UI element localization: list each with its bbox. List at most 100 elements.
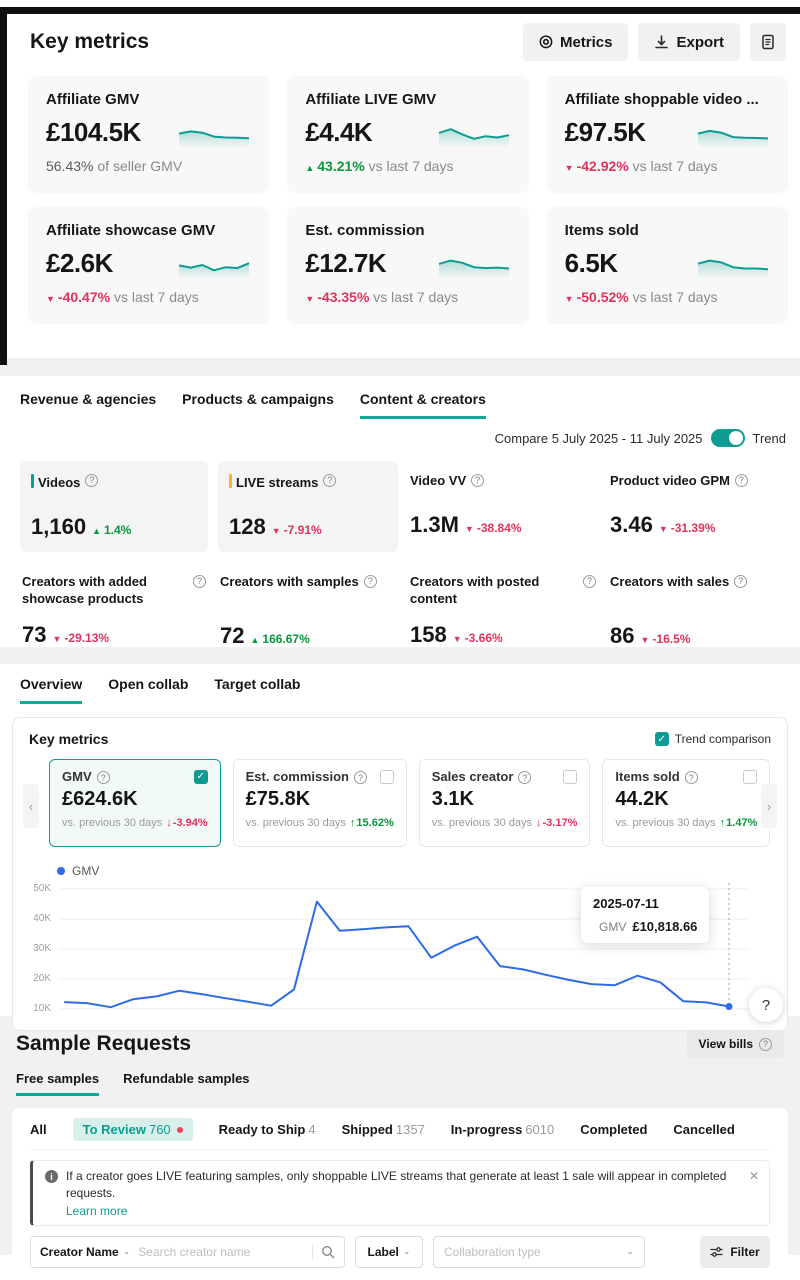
- compare-date-range: Compare 5 July 2025 - 11 July 2025: [494, 430, 703, 446]
- tab-revenue-agencies[interactable]: Revenue & agencies: [20, 391, 157, 407]
- kpi-card-est-commission[interactable]: Est. commission ? £75.8K vs. previous 30…: [232, 759, 407, 847]
- sample-requests-title: Sample Requests: [16, 1032, 192, 1055]
- sparkline-chart: [438, 259, 509, 278]
- sliders-icon: [710, 1246, 723, 1257]
- status-tab-to-review[interactable]: To Review 760: [72, 1118, 193, 1141]
- sample-requests-section: Sample Requests View bills ? Free sample…: [0, 1016, 800, 1280]
- stat-creators-with-samples[interactable]: Creators with samples ? 72 ▲ 166.67%: [218, 562, 398, 659]
- down-arrow-icon: ▼: [52, 633, 62, 644]
- stat-creators-posted-content[interactable]: Creators with posted content ? 158 ▼ -3.6…: [408, 562, 598, 659]
- creator-search-group[interactable]: Creator Name ⌄: [30, 1235, 345, 1268]
- sample-type-tabs: Free samples Refundable samples: [16, 1071, 800, 1096]
- sparkline-chart: [179, 261, 250, 278]
- kpi-checkbox[interactable]: [563, 769, 578, 784]
- down-arrow-icon: ▼: [305, 294, 315, 304]
- window-frame-top: [0, 7, 800, 14]
- report-button[interactable]: [750, 23, 786, 61]
- stat-creators-with-sales[interactable]: Creators with sales ? 86 ▼ -16.5%: [608, 562, 780, 659]
- help-icon[interactable]: ?: [583, 574, 596, 588]
- help-icon[interactable]: ?: [363, 574, 377, 588]
- panel-title: Key metrics: [29, 731, 109, 747]
- stat-creators-added-showcase[interactable]: Creators with added showcase products ? …: [20, 562, 208, 659]
- status-tab-shipped[interactable]: Shipped 1357: [341, 1122, 425, 1137]
- status-tab-ready-to-ship[interactable]: Ready to Ship 4: [218, 1122, 316, 1137]
- collaboration-type-dropdown[interactable]: Collaboration type ⌄: [433, 1235, 645, 1268]
- tab-open-collab[interactable]: Open collab: [108, 676, 189, 692]
- tab-free-samples[interactable]: Free samples: [16, 1071, 100, 1096]
- trend-comparison-label: Trend comparison: [674, 732, 771, 746]
- section-divider: [0, 647, 800, 664]
- y-axis-tick: 30K: [33, 943, 51, 954]
- help-icon[interactable]: ?: [518, 771, 532, 784]
- y-axis-tick: 20K: [33, 973, 51, 984]
- kpi-checkbox[interactable]: [743, 769, 758, 784]
- tab-overview[interactable]: Overview: [20, 676, 83, 704]
- trend-toggle[interactable]: [710, 429, 745, 447]
- kpi-card-sales-creator[interactable]: Sales creator ? 3.1K vs. previous 30 day…: [418, 759, 591, 847]
- up-arrow-icon: ▲: [92, 525, 101, 536]
- summary-section: Key metrics ◎ Metrics Export Affiliate G…: [0, 7, 800, 358]
- tab-refundable-samples[interactable]: Refundable samples: [123, 1071, 250, 1086]
- collab-tabs: Overview Open collab Target collab: [0, 676, 800, 704]
- view-bills-button[interactable]: View bills ?: [686, 1030, 784, 1058]
- filter-button[interactable]: Filter: [700, 1235, 770, 1268]
- divider: [312, 1244, 313, 1259]
- tooltip-date: 2025-07-11: [593, 896, 659, 911]
- help-fab-button[interactable]: ?: [749, 988, 783, 1022]
- metrics-button[interactable]: ◎ Metrics: [522, 23, 629, 61]
- down-arrow-icon: ▼: [564, 294, 574, 304]
- help-icon[interactable]: ?: [96, 771, 110, 784]
- status-tab-all[interactable]: All: [30, 1122, 47, 1137]
- status-tab-completed[interactable]: Completed: [580, 1122, 648, 1137]
- stat-video-vv[interactable]: Video VV ? 1.3M ▼ -38.84%: [410, 473, 522, 537]
- down-arrow-icon: ▼: [271, 525, 281, 536]
- export-button[interactable]: Export: [638, 23, 740, 61]
- learn-more-link[interactable]: Learn more: [66, 1203, 128, 1218]
- help-icon[interactable]: ?: [734, 474, 748, 487]
- yellow-indicator-bar: [229, 474, 232, 488]
- up-arrow-icon: ▲: [250, 634, 260, 645]
- metrics-gauge-icon: ◎: [538, 33, 553, 50]
- summary-card-affiliate-shoppable-video: Affiliate shoppable video ... £97.5K ▼ -4…: [546, 76, 788, 193]
- analytics-tabs: Revenue & agencies Products & campaigns …: [0, 391, 800, 419]
- status-tab-in-progress[interactable]: In-progress 6010: [450, 1122, 555, 1137]
- stat-videos[interactable]: Videos ? 1,160 ▲ 1.4%: [20, 461, 208, 552]
- sample-requests-card: All To Review 760 Ready to Ship 4 Shippe…: [12, 1108, 788, 1280]
- stat-product-video-gpm[interactable]: Product video GPM ? 3.46 ▼ -31.39%: [608, 461, 780, 552]
- up-arrow-icon: ↑: [349, 817, 356, 829]
- search-icon[interactable]: [321, 1245, 335, 1259]
- download-icon: [655, 34, 669, 48]
- kpi-card-items-sold[interactable]: Items sold ? 44.2K vs. previous 30 days ↑…: [602, 759, 771, 847]
- trend-comparison-checkbox[interactable]: ✓: [654, 732, 669, 746]
- help-icon[interactable]: ?: [353, 771, 367, 784]
- creator-search-input[interactable]: [138, 1244, 312, 1259]
- close-icon[interactable]: ✕: [748, 1169, 759, 1183]
- down-arrow-icon: ▼: [452, 633, 462, 644]
- help-icon[interactable]: ?: [471, 474, 485, 487]
- help-icon[interactable]: ?: [684, 771, 698, 784]
- tab-content-creators[interactable]: Content & creators: [359, 391, 486, 419]
- chevron-left-icon: ‹: [28, 798, 34, 814]
- gmv-line-chart[interactable]: 50K 40K 30K 20K 10K 2025-07-11 GMV £10,818.6…: [25, 883, 771, 1015]
- carousel-left-button[interactable]: ‹: [23, 784, 39, 828]
- y-axis-tick: 50K: [33, 883, 51, 894]
- help-icon[interactable]: ?: [193, 574, 206, 588]
- help-icon[interactable]: ?: [323, 474, 337, 487]
- status-tab-cancelled[interactable]: Cancelled: [673, 1122, 735, 1137]
- kpi-card-gmv[interactable]: GMV ? ✓ £624.6K vs. previous 30 days ↓-3.…: [49, 759, 221, 847]
- help-icon: ?: [759, 1037, 772, 1051]
- carousel-right-button[interactable]: ›: [761, 784, 777, 828]
- summary-card-items-sold: Items sold 6.5K ▼ -50.52% vs last 7 days: [546, 207, 788, 324]
- chevron-down-icon: ⌄: [122, 1246, 131, 1257]
- kpi-checkbox[interactable]: ✓: [193, 769, 208, 784]
- help-icon[interactable]: ?: [85, 474, 99, 487]
- stat-live-streams[interactable]: LIVE streams ? 128 ▼ -7.91%: [218, 461, 398, 552]
- kpi-checkbox[interactable]: [379, 769, 394, 784]
- tab-target-collab[interactable]: Target collab: [214, 676, 301, 692]
- label-dropdown[interactable]: Label ⌄: [355, 1235, 423, 1268]
- status-tabs: All To Review 760 Ready to Ship 4 Shippe…: [30, 1118, 770, 1150]
- tab-products-campaigns[interactable]: Products & campaigns: [182, 391, 334, 407]
- info-icon: i: [45, 1170, 58, 1183]
- creator-name-dropdown[interactable]: Creator Name: [40, 1244, 119, 1259]
- help-icon[interactable]: ?: [734, 574, 748, 588]
